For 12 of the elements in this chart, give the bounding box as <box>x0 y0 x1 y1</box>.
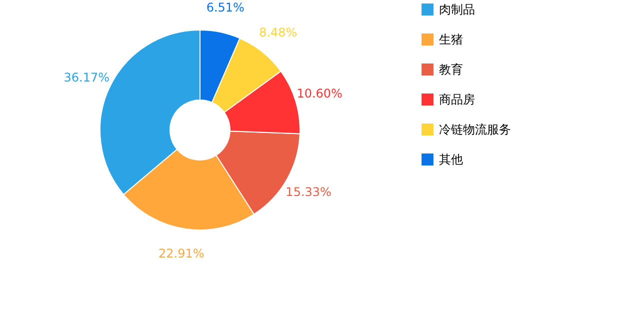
legend-label: 教育 <box>439 62 463 76</box>
data-label: 22.91% <box>158 246 204 261</box>
legend-label: 冷链物流服务 <box>439 122 511 136</box>
data-label: 6.51% <box>206 0 244 15</box>
legend-label: 肉制品 <box>439 2 475 16</box>
data-label: 15.33% <box>286 184 332 199</box>
legend-label: 其他 <box>439 152 463 166</box>
legend-label: 生猪 <box>439 32 463 46</box>
data-label: 8.48% <box>259 25 298 40</box>
data-label: 36.17% <box>64 70 110 84</box>
legend-label: 商品房 <box>439 92 475 106</box>
data-label: 10.60% <box>296 86 342 101</box>
